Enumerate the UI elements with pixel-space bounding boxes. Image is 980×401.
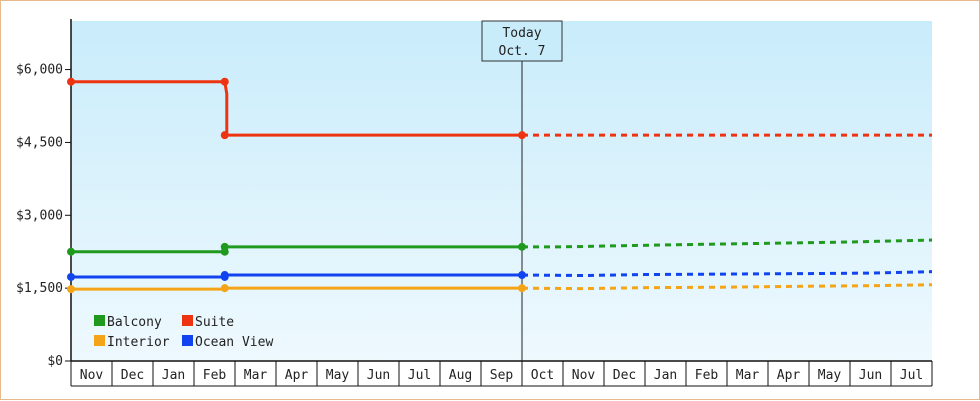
- x-tick-label: Jan: [654, 368, 677, 383]
- x-tick-label: Jul: [408, 368, 431, 383]
- legend-label: Balcony: [107, 315, 162, 330]
- legend-swatch: [182, 335, 193, 346]
- x-tick-label: Oct: [531, 368, 554, 383]
- y-axis: $0 $1,500 $3,000 $4,500 $6,000: [16, 19, 72, 369]
- legend-swatch: [94, 315, 105, 326]
- x-tick-label: Dec: [613, 368, 636, 383]
- x-tick-label: May: [818, 368, 842, 383]
- x-tick-label: Jun: [859, 368, 882, 383]
- series-line: [71, 286, 522, 291]
- legend-label: Interior: [107, 335, 170, 350]
- y-tick-label: $0: [47, 354, 63, 369]
- data-point: [67, 247, 75, 256]
- data-point: [518, 242, 526, 251]
- x-axis: Nov Dec Jan Feb Mar Apr May Jun Jul Aug Sep Oct Nov D…: [70, 360, 933, 387]
- x-tick-label: Jan: [162, 368, 185, 383]
- series-suite: [67, 77, 932, 140]
- data-point: [220, 284, 229, 293]
- x-tick-label: Apr: [777, 368, 801, 383]
- x-tick-label: Jul: [900, 368, 923, 383]
- x-tick-label: Nov: [572, 368, 596, 383]
- x-tick-label: Sep: [490, 368, 514, 383]
- legend-swatch: [94, 335, 105, 346]
- x-tick-label: Mar: [736, 368, 760, 383]
- series-balcony: [67, 238, 933, 256]
- series-forecast-line: [522, 238, 933, 249]
- data-point: [220, 77, 229, 86]
- x-tick-label: Nov: [80, 368, 104, 383]
- x-tick-label: May: [326, 368, 350, 383]
- series-layer: [67, 77, 933, 294]
- data-point: [220, 271, 229, 280]
- data-point: [220, 242, 229, 251]
- y-tick-label: $1,500: [16, 281, 63, 296]
- data-point: [220, 131, 229, 140]
- today-box: [481, 20, 563, 62]
- data-point: [518, 271, 526, 280]
- today-marker: Today Oct. 7: [481, 20, 563, 361]
- today-date: Oct. 7: [499, 44, 546, 59]
- data-point: [67, 272, 75, 281]
- data-point: [67, 285, 75, 294]
- x-tick-label: Dec: [121, 368, 144, 383]
- x-tick-label: Mar: [244, 368, 268, 383]
- y-tick-label: $3,000: [16, 208, 63, 223]
- legend-label: Ocean View: [195, 335, 273, 350]
- x-tick-label: Feb: [695, 368, 719, 383]
- x-tick-label: Feb: [203, 368, 227, 383]
- x-tick-label: Apr: [285, 368, 309, 383]
- x-tick-label: Jun: [367, 368, 390, 383]
- legend-label: Suite: [195, 315, 234, 330]
- y-tick-label: $6,000: [16, 63, 63, 78]
- y-tick-label: $4,500: [16, 135, 63, 150]
- legend-swatch: [182, 315, 193, 326]
- data-point: [67, 77, 75, 86]
- data-point: [518, 131, 526, 140]
- series-ocean-view: [67, 270, 933, 281]
- series-interior: [67, 283, 933, 294]
- legend: Balcony Suite Interior Ocean View: [94, 315, 273, 350]
- data-point: [518, 284, 526, 293]
- x-tick-label: Aug: [449, 368, 472, 383]
- series-line: [71, 80, 522, 137]
- plot-background: [71, 21, 932, 361]
- today-label: Today: [502, 26, 541, 41]
